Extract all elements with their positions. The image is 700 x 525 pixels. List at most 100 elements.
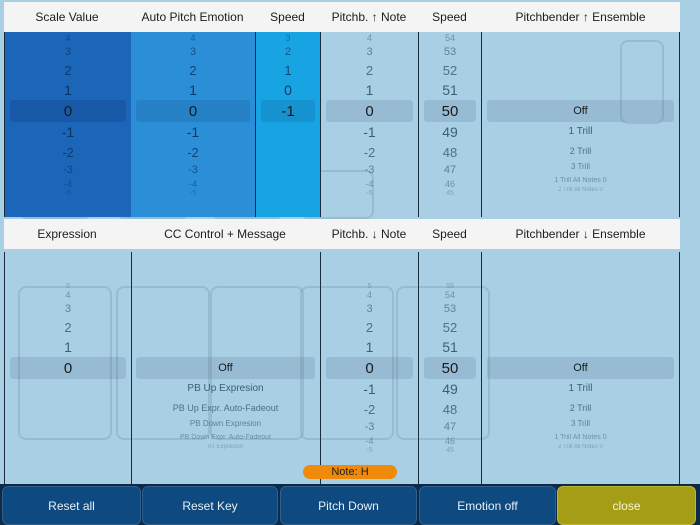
picker-value: 4	[65, 289, 71, 300]
picker-value: PB Down Expr. Auto-Fadeout	[179, 433, 272, 441]
background-decoration	[210, 286, 304, 440]
picker-value: 2 Trill	[569, 145, 592, 156]
picker-value: 1	[189, 82, 197, 98]
picker-value: 1	[284, 62, 292, 78]
picker-selected-value: 0	[365, 102, 374, 120]
picker-selected-value: 0	[63, 359, 73, 377]
picker-value: -1	[363, 381, 376, 397]
scale-value-wheel[interactable]: 54 3 2 1 0 -1 -2 -3 -4-5	[4, 32, 132, 217]
reset-key-button[interactable]: Reset Key	[142, 486, 278, 525]
picker-value: -2	[363, 401, 376, 417]
background-decoration	[620, 40, 664, 124]
pitch-down-button[interactable]: Pitch Down	[280, 486, 417, 525]
picker-value: 3	[64, 302, 72, 315]
speed-down-wheel[interactable]: 55 54 53 52 51 50 49 48 47 46 45	[419, 252, 482, 484]
picker-value: 3	[366, 302, 373, 315]
picker-value: 1	[64, 339, 72, 355]
selection-bar	[487, 100, 674, 122]
picker-value: 47	[443, 420, 457, 433]
picker-value: -2	[62, 144, 74, 160]
picker-value: 2 Trill All Notes 0	[558, 187, 603, 193]
picker-value: 2 Trill All Notes 0	[558, 444, 603, 450]
picker-value: 54	[444, 32, 455, 43]
picker-selected-value: 0	[188, 102, 198, 120]
selection-bar	[261, 100, 315, 122]
picker-value: 1 Trill All Notes 0	[554, 433, 607, 441]
picker-value: -3	[63, 163, 73, 176]
header-speed-2: Speed	[432, 10, 467, 24]
picker-value: 4	[190, 32, 196, 43]
pitchbender-down-ensemble-wheel[interactable]: Off 1 Trill 2 Trill 3 Trill 1 Trill All Note…	[482, 252, 680, 484]
pitchb-down-note-wheel[interactable]: 5 4 3 2 1 0 -1 -2 -3 -4 -5	[321, 252, 419, 484]
picker-value: 49	[442, 124, 458, 140]
reset-all-button[interactable]: Reset all	[2, 486, 141, 525]
emotion-off-button[interactable]: Emotion off	[419, 486, 556, 525]
picker-value: -4	[188, 178, 197, 189]
header-pitchb-down-note: Pitchb. ↓ Note	[331, 227, 407, 241]
pitchbender-up-ensemble-wheel[interactable]: Off 1 Trill 2 Trill 3 Trill 1 Trill All Note…	[482, 32, 680, 217]
picker-value: -3	[188, 163, 198, 176]
picker-selected-value: 0	[365, 359, 374, 377]
picker-value: 48	[442, 144, 458, 160]
picker-selected-value: 0	[63, 102, 73, 120]
background-decoration	[116, 286, 210, 440]
picker-value: 51	[442, 82, 458, 98]
picker-value: 48	[442, 401, 458, 417]
cc-control-message-wheel[interactable]: Off PB Up Expresion PB Up Expr. Auto-Fadeo…	[131, 252, 321, 484]
picker-value: -5	[366, 446, 373, 454]
picker-value: 2	[64, 62, 72, 78]
note-badge: Note: H	[303, 465, 397, 479]
picker-selected-value: -1	[281, 102, 295, 120]
background-decoration	[300, 286, 394, 440]
picker-value: 55	[419, 32, 481, 33]
picker-value: 5	[321, 32, 418, 33]
picker-value: 4	[366, 32, 372, 43]
picker-value: -1	[186, 124, 200, 140]
background-decoration	[18, 286, 112, 440]
picker-value: -2	[363, 144, 376, 160]
picker-value: 2	[365, 62, 374, 78]
selection-bar	[326, 357, 413, 379]
picker-value: 1 Trill	[568, 383, 593, 394]
picker-value: -1	[363, 124, 376, 140]
picker-value: 5	[5, 32, 131, 33]
pitchb-up-note-wheel[interactable]: 54 3 2 1 0 -1 -2 -3 -4-5	[321, 32, 419, 217]
picker-selected-value: 50	[441, 359, 459, 377]
picker-value: 1 Trill All Notes 0	[554, 176, 607, 184]
picker-value: 53	[443, 302, 457, 315]
picker-selected-value: Off	[573, 361, 588, 374]
selection-bar	[487, 357, 674, 379]
picker-value: PB Up Expr. Auto-Fadeout	[172, 402, 279, 413]
picker-value: -3	[364, 163, 375, 176]
picker-value: 1	[365, 339, 374, 355]
picker-value: -5	[366, 189, 373, 197]
header-expression: Expression	[37, 227, 97, 241]
picker-value: 45	[446, 446, 454, 454]
picker-value: 2	[284, 45, 292, 58]
picker-value: 53	[443, 45, 457, 58]
selection-bar	[326, 100, 413, 122]
picker-selected-value: Off	[573, 104, 588, 117]
header-cc-control-message: CC Control + Message	[164, 227, 286, 241]
auto-pitch-emotion-wheel[interactable]: 54 3 2 1 0 -1 -2 -3 -4-5	[131, 32, 256, 217]
picker-value: 5	[367, 282, 372, 290]
selection-bar	[424, 357, 476, 379]
picker-selected-value: Off	[218, 361, 233, 374]
picker-value: 2	[64, 319, 72, 335]
picker-value: 3	[189, 45, 197, 58]
background-decoration	[396, 286, 490, 440]
picker-value: 51	[442, 339, 458, 355]
picker-value: 1	[365, 82, 374, 98]
picker-value: 1 Trill	[568, 126, 593, 137]
picker-value: 46	[444, 435, 455, 446]
picker-value: 52	[442, 62, 458, 78]
close-button[interactable]: close	[557, 486, 696, 525]
header-speed: Speed	[270, 10, 305, 24]
speed-wheel[interactable]: 3 2 1 0 -1	[256, 32, 321, 217]
picker-value: 5	[131, 32, 255, 33]
picker-value: -1	[61, 124, 75, 140]
selection-bar	[10, 100, 126, 122]
header-speed-down: Speed	[432, 227, 467, 241]
